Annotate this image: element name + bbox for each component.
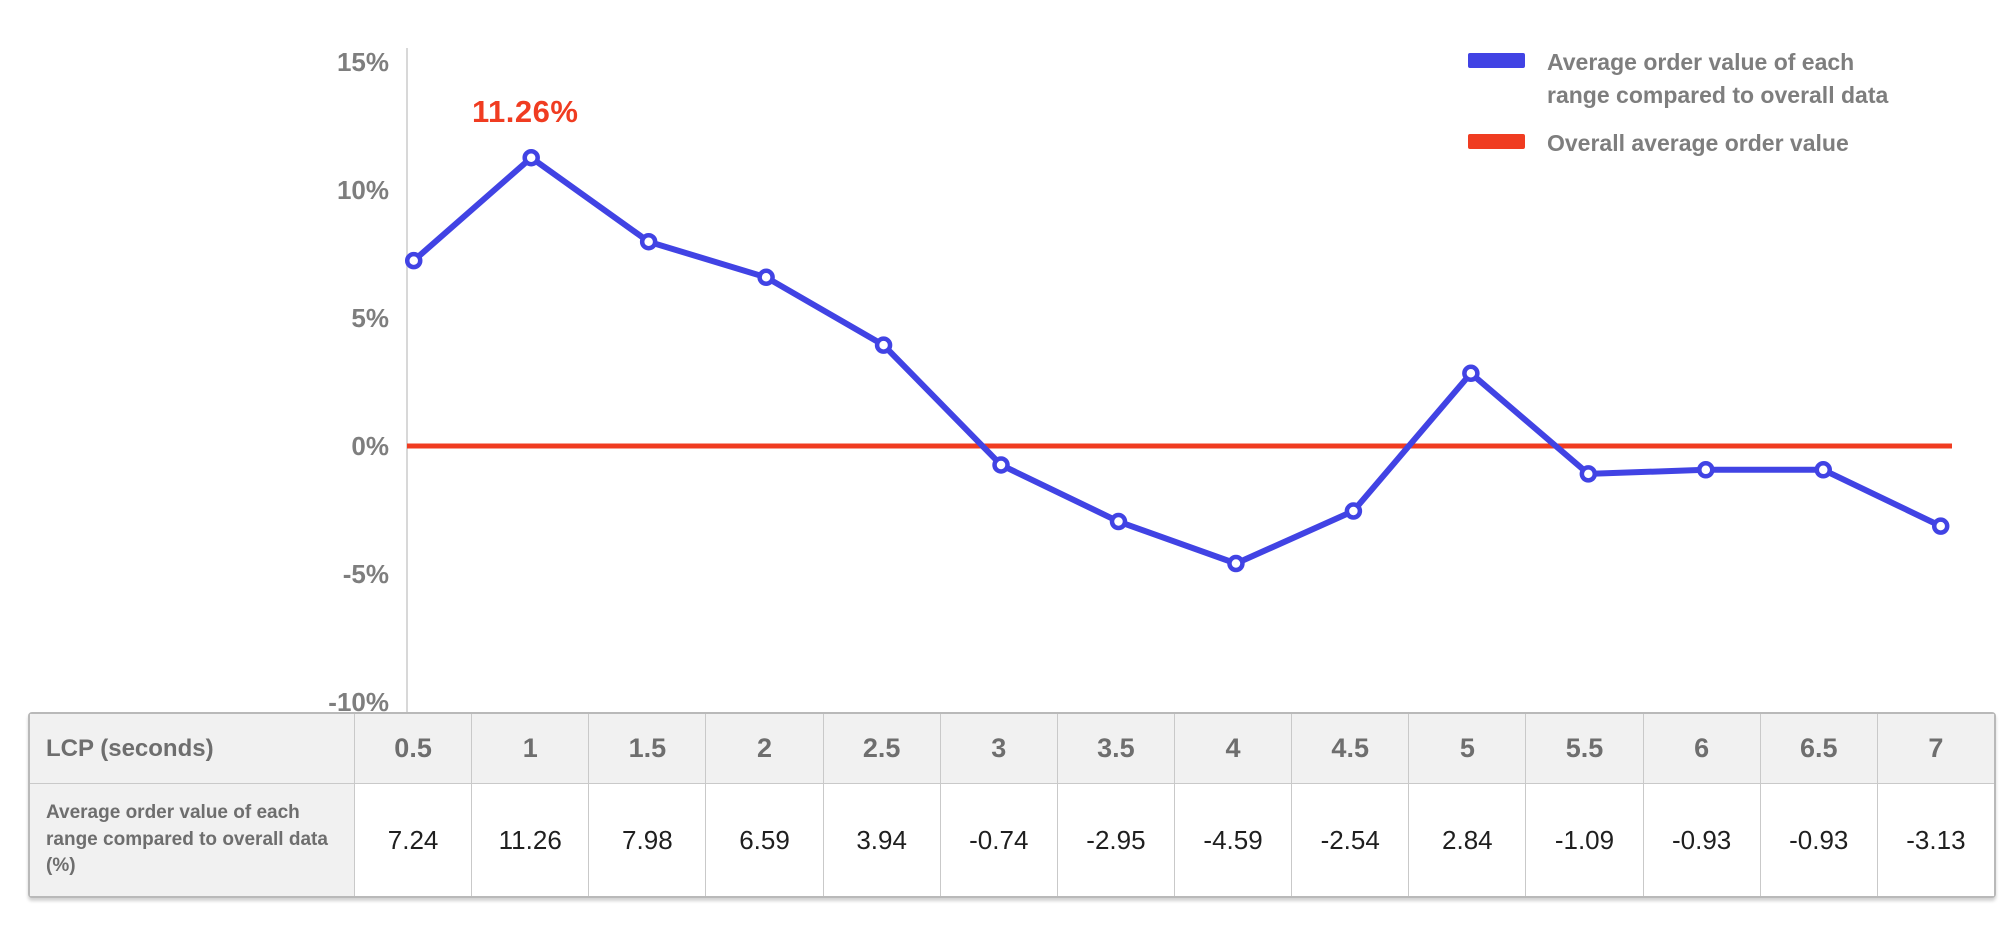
table-value-cell: 7.98: [589, 784, 707, 896]
table-column-header: 7: [1877, 714, 1994, 783]
data-point-marker: [992, 456, 1010, 474]
data-point-marker: [874, 336, 893, 354]
table-column-header: 1: [472, 714, 590, 783]
table-value-cell: 11.26: [472, 784, 590, 896]
table-value-cell: -3.13: [1877, 784, 1994, 896]
y-axis-tick-label: 10%: [337, 175, 389, 205]
data-point-marker: [1579, 465, 1598, 483]
table-header-label-cell: LCP (seconds): [30, 714, 355, 783]
table-value-cell: 6.59: [706, 784, 824, 896]
data-point-marker: [404, 251, 423, 270]
data-point-marker: [1462, 364, 1480, 383]
legend-item-aov: Average order value of each range compar…: [1468, 46, 1968, 111]
data-point-marker: [757, 268, 775, 287]
table-column-header: 1.5: [589, 714, 707, 783]
table-value-cell: -2.95: [1057, 784, 1175, 896]
lcp-data-table: LCP (seconds) 0.5 1 1.5 2 2.5 3 3.5 4 4.5 5 5.5 6 6.…: [28, 712, 1996, 898]
line-chart: 15% 10% 5% 0% -5% -10% 11.26% Average order v…: [328, 46, 1968, 712]
table-column-header: 2.5: [823, 714, 941, 783]
table-column-header: 3.5: [1057, 714, 1175, 783]
data-point-marker: [522, 148, 540, 167]
table-column-header: 5: [1409, 714, 1527, 783]
peak-value-annotation: 11.26%: [472, 94, 579, 129]
table-row-label-cell: Average order value of each range compar…: [30, 784, 355, 896]
y-axis-tick-label: -10%: [328, 687, 389, 712]
table-header-row: LCP (seconds) 0.5 1 1.5 2 2.5 3 3.5 4 4.5 5 5.5 6 6.…: [30, 714, 1994, 784]
y-axis-tick-label: 0%: [351, 431, 389, 461]
aov-series-line: [410, 154, 1944, 567]
table-values-row: Average order value of each range compar…: [30, 784, 1994, 896]
table-column-header: 4: [1174, 714, 1293, 783]
data-point-marker: [1227, 554, 1245, 573]
chart-canvas: 15% 10% 5% 0% -5% -10%: [328, 47, 1952, 712]
data-point-marker: [639, 232, 658, 251]
table-column-header: 4.5: [1292, 714, 1410, 783]
table-value-cell: -4.59: [1174, 784, 1293, 896]
y-axis-tick-label: -5%: [343, 559, 389, 589]
legend-label: Overall average order value: [1547, 130, 1849, 157]
table-column-header: 6.5: [1760, 714, 1878, 783]
y-axis-tick-label: 15%: [337, 47, 389, 77]
x-axis-title: LCP (seconds): [46, 734, 214, 762]
table-value-cell: 2.84: [1409, 784, 1527, 896]
red-line-swatch-icon: [1468, 134, 1525, 150]
table-value-cell: -0.74: [940, 784, 1058, 896]
series-row-label: Average order value of each range compar…: [46, 802, 328, 877]
table-value-cell: -0.93: [1643, 784, 1761, 896]
table-column-header: 3: [940, 714, 1058, 783]
chart-legend: Average order value of each range compar…: [1468, 46, 1968, 176]
table-column-header: 2: [706, 714, 824, 783]
legend-label: Average order value of each range compar…: [1547, 49, 1889, 108]
y-axis-tick-label: 5%: [351, 303, 389, 333]
table-value-cell: -1.09: [1526, 784, 1644, 896]
table-column-header: 0.5: [355, 714, 473, 783]
table-value-cell: 3.94: [823, 784, 941, 896]
table-value-cell: 7.24: [355, 784, 473, 896]
table-column-header: 5.5: [1526, 714, 1644, 783]
data-point-marker: [1344, 502, 1363, 520]
legend-item-overall: Overall average order value: [1468, 127, 1968, 160]
blue-line-swatch-icon: [1468, 53, 1525, 68]
table-value-cell: -0.93: [1760, 784, 1878, 896]
data-point-marker: [1814, 461, 1832, 479]
data-point-marker: [1697, 461, 1715, 479]
table-value-cell: -2.54: [1292, 784, 1410, 896]
data-point-marker: [1931, 517, 1950, 535]
data-point-marker: [1109, 512, 1128, 531]
table-column-header: 6: [1643, 714, 1761, 783]
